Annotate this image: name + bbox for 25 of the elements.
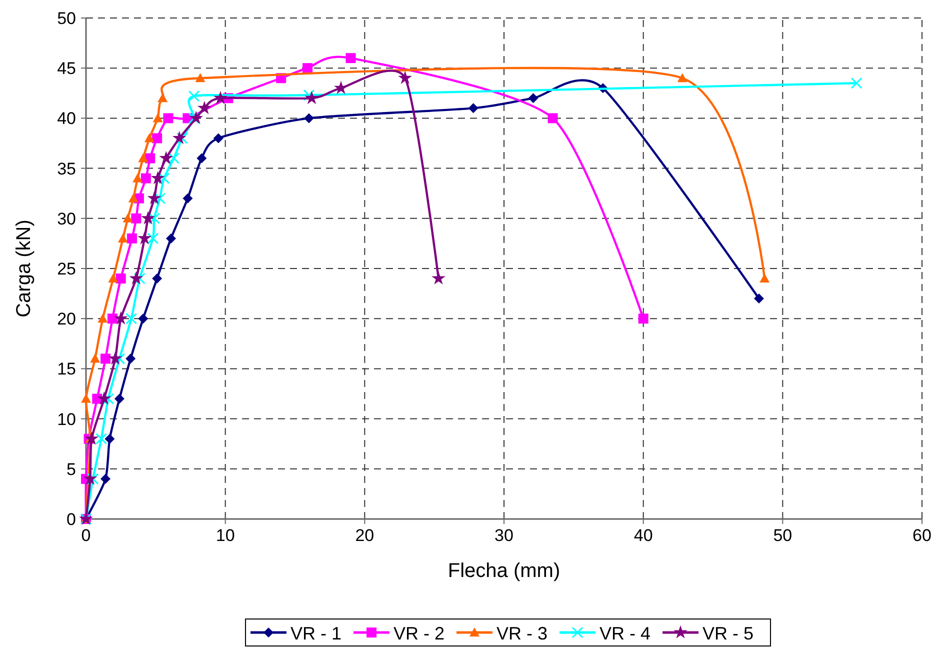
legend-label: VR - 2 xyxy=(394,624,445,644)
y-tick-label: 25 xyxy=(57,260,76,278)
y-axis-title: Carga (kN) xyxy=(13,220,35,318)
x-tick-label: 10 xyxy=(216,526,235,545)
x-tick-label: 30 xyxy=(494,526,514,545)
y-tick-label: 30 xyxy=(57,209,76,228)
x-tick-label: 60 xyxy=(912,526,932,545)
y-tick-label: 5 xyxy=(66,460,76,479)
y-tick-label: 35 xyxy=(57,159,76,178)
legend-label: VR - 4 xyxy=(600,624,651,644)
x-axis-title: Flecha (mm) xyxy=(448,560,560,582)
y-tick-label: 15 xyxy=(57,360,76,379)
x-tick-label: 40 xyxy=(634,526,653,545)
x-tick-label: 50 xyxy=(773,526,792,545)
legend-label: VR - 3 xyxy=(496,624,548,644)
y-tick-label: 40 xyxy=(57,109,76,128)
y-tick-label: 50 xyxy=(57,9,76,28)
y-tick-label: 0 xyxy=(66,510,76,529)
y-tick-label: 45 xyxy=(57,59,76,78)
y-tick-label: 10 xyxy=(57,410,76,429)
legend-label: VR - 1 xyxy=(290,624,342,644)
x-tick-label: 20 xyxy=(355,526,374,545)
x-tick-label: 0 xyxy=(81,526,91,545)
legend-label: VR - 5 xyxy=(702,624,754,644)
y-tick-label: 20 xyxy=(57,310,76,329)
